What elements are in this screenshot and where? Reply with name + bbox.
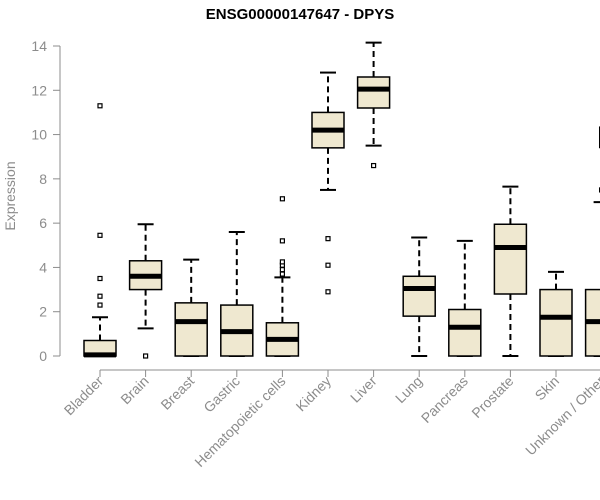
y-tick-label: 12 [31,82,47,98]
outlier-point [97,232,103,238]
y-tick-label: 10 [31,127,47,143]
y-tick-label: 2 [39,304,47,320]
outlier-point [97,293,103,299]
outlier-point [279,259,285,265]
outlier-point [279,267,285,273]
outlier-point [325,289,331,295]
x-tick-label: Hematopoietic cells [191,373,288,470]
x-tick-label: Liver [347,373,380,406]
box-iqr [493,223,528,295]
y-tick-label: 6 [39,215,47,231]
x-tick-label: Pancreas [418,373,471,426]
x-tick-label: Brain [117,373,151,407]
box-iqr [448,308,482,357]
outlier-point [143,353,149,359]
outlier-point [97,302,103,308]
x-tick-label: Lung [392,373,425,406]
box-iqr [539,288,573,357]
outlier-point [97,103,103,109]
outlier-point [371,162,377,169]
outlier-point [97,275,103,282]
box-iqr [402,275,436,317]
x-tick-label: Bladder [61,373,107,419]
x-tick-label: Unknown / Other [522,373,600,459]
x-tick-label: Skin [532,373,563,404]
chart-title: ENSG00000147647 - DPYS [205,6,395,23]
x-tick-label: Gastric [200,373,243,416]
x-tick-label: Kidney [293,373,335,415]
y-tick-label: 14 [31,38,47,54]
box-iqr [356,76,391,109]
y-tick-label: 0 [39,348,47,364]
outlier-point [279,271,285,277]
outlier-point [279,196,285,202]
outlier-point [325,236,331,242]
outlier-point [325,262,331,268]
y-tick-label: 8 [39,171,47,187]
x-tick-label: Prostate [468,373,516,421]
outlier-point [279,238,285,244]
y-tick-label: 4 [39,259,47,275]
box-iqr [174,302,208,357]
x-tick-label: Breast [157,373,197,413]
